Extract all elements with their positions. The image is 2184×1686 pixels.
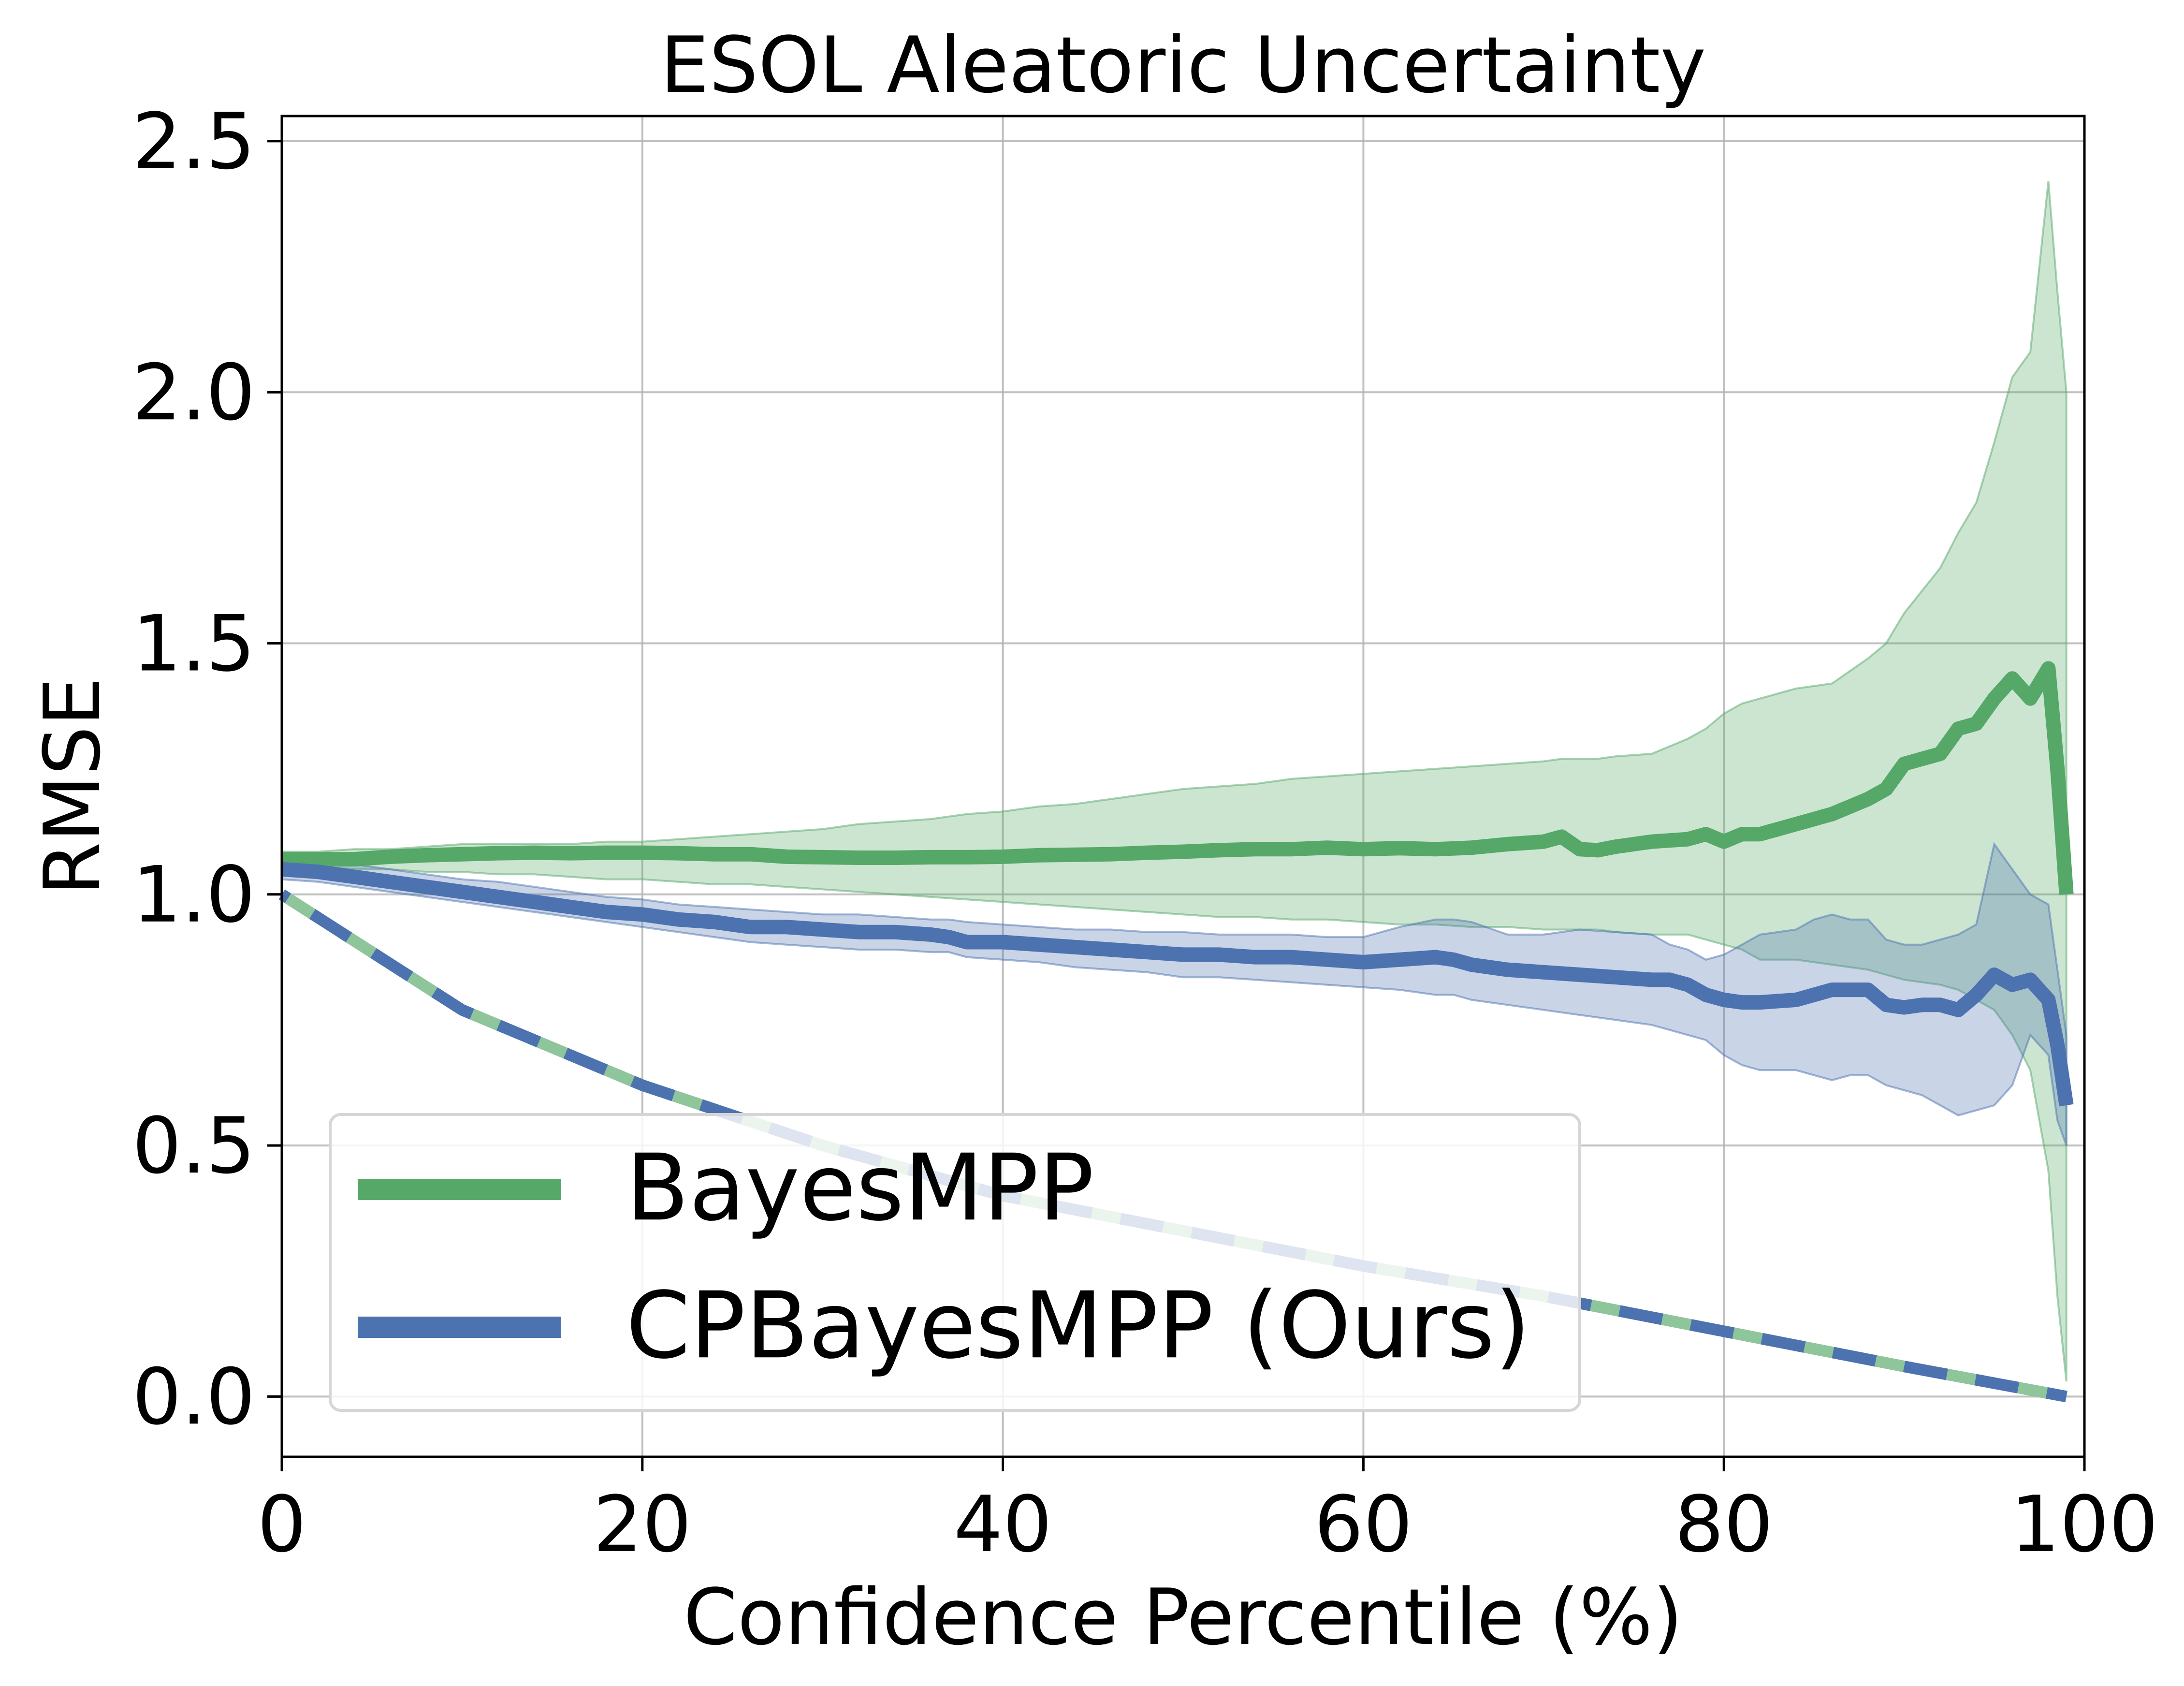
x-tick-label: 40 [954,1479,1052,1569]
legend-label-cpbayesmpp: CPBayesMPP (Ours) [626,1272,1530,1379]
series-line-1 [281,862,2074,1107]
y-tick-label: 0.0 [132,1351,255,1442]
x-tick-label: 60 [1314,1479,1413,1569]
y-tick-label: 2.5 [132,96,255,187]
x-tick-label: 20 [593,1479,692,1569]
oracle-line-1 [278,889,2068,1403]
legend-label-bayesmpp: BayesMPP [626,1134,1094,1241]
y-tick-label: 1.0 [132,850,255,940]
y-tick-label: 0.5 [132,1100,255,1191]
confidence-band-0 [281,181,2068,1382]
x-tick-label: 100 [2010,1479,2158,1569]
plot-frame [280,115,2086,1458]
y-axis-label: RMSE [27,677,117,896]
series-lines [281,661,2074,1107]
legend-box [329,1113,1581,1412]
x-tick-label: 0 [257,1479,306,1569]
y-tick-label: 2.0 [132,347,255,438]
x-axis-label: Confidence Percentile (%) [684,1572,1683,1662]
chart-title: ESOL Aleatoric Uncertainty [660,20,1706,110]
series-line-0 [282,661,2074,895]
axis-ticks: 0 20 40 60 80 100 0.0 0.5 1.0 1.5 2.0 2.5 [132,96,2158,1569]
legend: BayesMPP CPBayesMPP (Ours) [329,1113,1581,1412]
y-tick-label: 1.5 [132,599,255,689]
x-tick-label: 80 [1674,1479,1773,1569]
